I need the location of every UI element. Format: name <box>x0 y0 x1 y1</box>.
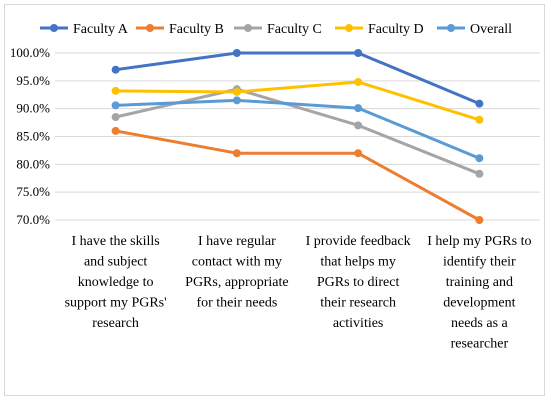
x-category-label-line: contact with my <box>192 255 282 270</box>
x-category-label-line: needs as a <box>451 316 509 331</box>
x-category-label: I have the skills and subject knowledge to… <box>65 234 167 331</box>
legend-swatch-marker <box>146 24 154 32</box>
series-line <box>115 129 481 222</box>
data-point <box>232 49 241 57</box>
x-category-label-line: support my PGRs' <box>65 296 167 311</box>
y-tick-label: 100.0% <box>10 45 50 60</box>
x-category-label-line: that helps my <box>320 255 395 270</box>
x-category-label: I provide feedback that helps my PGRs to d… <box>306 234 411 331</box>
data-point <box>111 126 120 135</box>
x-category-label-line: I help my PGRs to <box>427 234 531 249</box>
data-point <box>475 154 484 163</box>
data-point <box>475 216 484 224</box>
x-category-label-line: identify their <box>443 255 516 270</box>
data-point <box>354 121 363 130</box>
legend-swatch-marker <box>50 24 58 32</box>
x-category-label-line: activities <box>333 316 384 331</box>
legend-swatch-marker <box>447 24 455 32</box>
legend-label: Faculty B <box>169 22 224 37</box>
data-point <box>232 96 241 105</box>
data-point <box>475 169 484 178</box>
series-line <box>115 51 480 106</box>
data-point <box>232 149 241 158</box>
data-point <box>354 104 363 113</box>
x-category-label-line: PGRs to direct <box>317 275 400 290</box>
data-point <box>111 65 120 74</box>
series-line <box>115 98 480 160</box>
legend-label: Faculty A <box>73 22 129 37</box>
x-category-label-line: PGRs, appropriate <box>185 275 288 290</box>
chart-frame <box>4 4 545 396</box>
legend-swatch-marker <box>345 24 353 32</box>
x-category-label-line: I have the skills <box>71 234 159 249</box>
x-category-label-line: development <box>443 296 515 311</box>
x-category-label-line: I provide feedback <box>306 234 411 249</box>
x-category-label-line: their research <box>320 296 396 311</box>
legend-label: Overall <box>470 22 512 37</box>
data-point <box>232 87 241 96</box>
y-tick-label: 95.0% <box>16 73 50 88</box>
legend-swatch-marker <box>244 24 252 32</box>
data-point <box>111 86 120 95</box>
series-line <box>115 80 480 122</box>
x-category-label-line: and subject <box>84 255 147 270</box>
y-tick-label: 80.0% <box>16 156 50 171</box>
y-tick-label: 90.0% <box>16 101 50 116</box>
data-point <box>354 49 363 57</box>
x-category-label: I help my PGRs to identify their training … <box>427 234 531 352</box>
data-point <box>475 115 484 124</box>
legend-label: Faculty D <box>368 22 424 37</box>
x-category-label: I have regular contact with my PGRs, appro… <box>185 234 288 311</box>
x-category-label-line: training and <box>446 275 513 290</box>
x-category-label-line: researcher <box>451 337 509 352</box>
y-tick-label: 75.0% <box>16 184 50 199</box>
data-point <box>354 77 363 86</box>
x-category-label-line: knowledge to <box>78 275 154 290</box>
data-point <box>475 99 484 108</box>
y-tick-label: 70.0% <box>16 212 50 227</box>
x-category-label-line: for their needs <box>196 296 277 311</box>
data-point <box>354 149 363 158</box>
x-category-label-line: research <box>92 316 139 331</box>
legend-label: Faculty C <box>267 22 322 37</box>
data-point <box>111 101 120 110</box>
x-category-label-line: I have regular <box>198 234 276 249</box>
data-point <box>111 113 120 122</box>
y-tick-label: 85.0% <box>16 129 50 144</box>
